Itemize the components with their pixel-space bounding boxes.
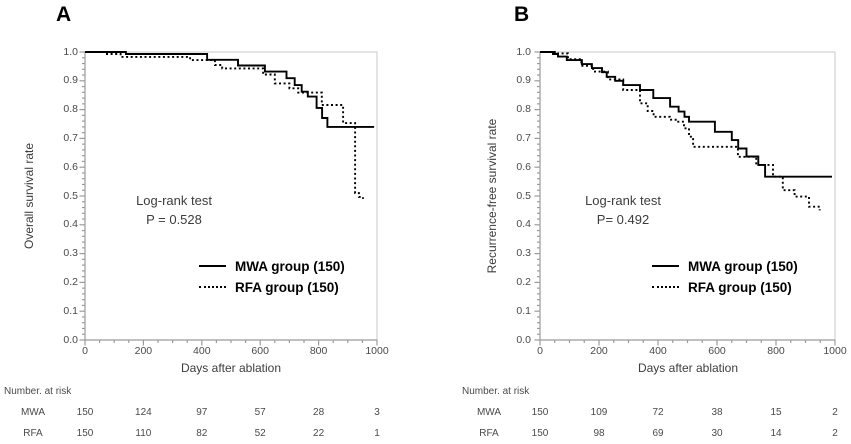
x-tick-label: 200 (590, 345, 608, 357)
x-tick-label: 800 (767, 345, 785, 357)
x-axis-title-a: Days after ablation (180, 361, 282, 375)
x-tick-label: 0 (537, 345, 543, 357)
y-tick-label: 0.9 (516, 74, 531, 87)
risk-value: 82 (196, 428, 208, 439)
survival-curve-mwa-a (85, 51, 375, 128)
x-tick-label: 0 (82, 345, 88, 357)
dotted-line-swatch-icon (199, 286, 226, 288)
risk-value: 30 (711, 428, 723, 439)
logrank-pvalue-a: P = 0.528 (146, 212, 202, 227)
y-tick-label: 0.8 (516, 103, 531, 116)
legend-label-rfa-a: RFA group (150) (235, 279, 339, 295)
logrank-annotation-b: Log-rank test P= 0.492 (585, 191, 661, 229)
y-tick-label: 0.7 (516, 131, 531, 144)
legend-item-mwa-b: MWA group (150) (652, 258, 798, 274)
x-tick-label: 800 (309, 345, 328, 357)
risk-table-header-b: Number. at risk (462, 386, 530, 397)
y-tick-label: 0.4 (516, 218, 531, 231)
y-tick-label: 0.8 (63, 103, 78, 116)
risk-row-label: MWA (20, 407, 46, 418)
risk-value: 2 (832, 407, 838, 418)
y-tick-label: 0.6 (516, 160, 531, 173)
risk-value: 3 (374, 407, 380, 418)
legend-a: MWA group (150) RFA group (150) (199, 258, 345, 295)
y-tick-label: 0.1 (63, 304, 78, 317)
x-tick-label: 200 (134, 345, 153, 357)
dotted-line-swatch-icon (652, 286, 679, 288)
risk-value: 110 (135, 428, 152, 439)
risk-value: 2 (832, 428, 838, 439)
x-tick-label: 400 (649, 345, 667, 357)
y-tick-label: 0.3 (516, 247, 531, 260)
y-axis-title-a: Overall survival rate (22, 142, 36, 250)
legend-label-mwa-a: MWA group (150) (235, 258, 345, 274)
risk-value: 15 (770, 407, 782, 418)
x-tick-label: 1000 (365, 345, 389, 357)
y-tick-label: 0.1 (516, 304, 531, 317)
risk-value: 22 (313, 428, 325, 439)
risk-value: 98 (593, 428, 605, 439)
y-tick-label: 0.9 (63, 74, 78, 87)
risk-row-label: RFA (23, 428, 43, 439)
legend-label-mwa-b: MWA group (150) (688, 258, 798, 274)
risk-value: 52 (254, 428, 266, 439)
y-tick-label: 1.0 (63, 45, 78, 58)
risk-table-header-a: Number. at risk (4, 386, 72, 397)
x-tick-label: 400 (193, 345, 211, 357)
y-axis-title-b: Recurrence-free survival rate (485, 118, 499, 274)
risk-value: 150 (76, 407, 94, 418)
legend-item-rfa-a: RFA group (150) (199, 279, 345, 295)
survival-curve-mwa-b (540, 51, 832, 178)
solid-line-swatch-icon (199, 265, 226, 267)
risk-value: 150 (531, 407, 549, 418)
y-tick-label: 0.5 (516, 189, 531, 202)
x-tick-label: 1000 (823, 345, 847, 357)
risk-row-label: MWA (476, 407, 502, 418)
risk-value: 109 (590, 407, 608, 418)
logrank-pvalue-b: P= 0.492 (596, 212, 650, 227)
y-tick-label: 0.0 (63, 333, 78, 346)
y-tick-label: 1.0 (516, 45, 531, 58)
panel-letter-b: B (514, 3, 530, 26)
y-tick-label: 0.5 (63, 189, 78, 202)
logrank-line1-a: Log-rank test (136, 193, 212, 208)
y-tick-label: 0.0 (516, 333, 531, 346)
risk-value: 38 (711, 407, 723, 418)
legend-label-rfa-b: RFA group (150) (688, 279, 792, 295)
logrank-line1-b: Log-rank test (585, 193, 661, 208)
y-tick-label: 0.6 (63, 160, 78, 173)
risk-value: 150 (531, 428, 549, 439)
panel-letter-a: A (56, 3, 72, 26)
risk-value: 1 (374, 428, 380, 439)
survival-curve-rfa-b (540, 51, 821, 211)
risk-value: 14 (770, 428, 782, 439)
logrank-annotation-a: Log-rank test P = 0.528 (136, 191, 212, 229)
x-tick-label: 600 (251, 345, 269, 357)
legend-b: MWA group (150) RFA group (150) (652, 258, 798, 295)
risk-value: 150 (76, 428, 94, 439)
legend-item-rfa-b: RFA group (150) (652, 279, 798, 295)
risk-value: 124 (135, 407, 152, 418)
solid-line-swatch-icon (652, 265, 679, 267)
y-tick-label: 0.4 (63, 218, 78, 231)
legend-item-mwa-a: MWA group (150) (199, 258, 345, 274)
y-tick-label: 0.7 (63, 131, 78, 144)
y-tick-label: 0.2 (63, 275, 78, 288)
risk-row-label: RFA (479, 428, 499, 439)
y-tick-label: 0.2 (516, 275, 531, 288)
x-tick-label: 600 (708, 345, 726, 357)
x-axis-title-b: Days after ablation (637, 361, 739, 375)
risk-value: 69 (652, 428, 664, 439)
risk-value: 97 (196, 407, 208, 418)
risk-value: 72 (652, 407, 664, 418)
survival-curve-rfa-a (85, 51, 364, 199)
y-tick-label: 0.3 (63, 247, 78, 260)
risk-value: 57 (254, 407, 266, 418)
risk-value: 28 (313, 407, 325, 418)
